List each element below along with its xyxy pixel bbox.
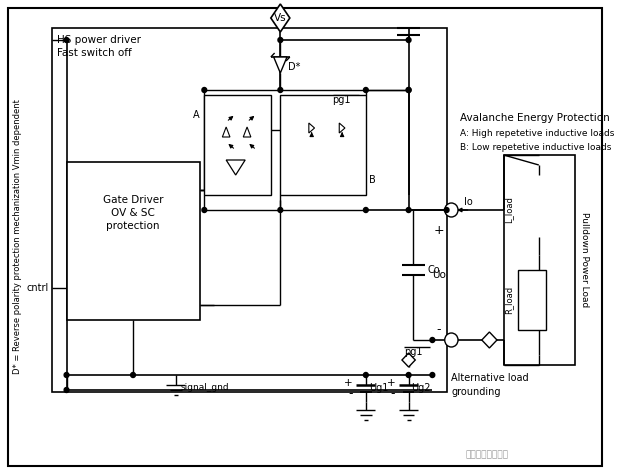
Text: Fast switch off: Fast switch off — [57, 48, 132, 58]
Circle shape — [406, 373, 411, 377]
Text: B: Low repetetive inductive loads: B: Low repetetive inductive loads — [460, 143, 611, 152]
Bar — [67, 162, 200, 320]
Text: D*: D* — [288, 62, 300, 72]
Text: protection: protection — [107, 221, 160, 231]
Bar — [503, 155, 575, 365]
Text: pg1: pg1 — [404, 347, 422, 357]
Bar — [204, 95, 271, 195]
Circle shape — [64, 388, 69, 392]
Circle shape — [131, 373, 135, 377]
Text: +: + — [434, 224, 444, 237]
Text: +: + — [386, 378, 395, 388]
Circle shape — [445, 333, 458, 347]
Text: Gate Driver: Gate Driver — [103, 195, 163, 205]
Circle shape — [406, 88, 411, 92]
Bar — [52, 28, 447, 392]
Text: +: + — [344, 378, 352, 388]
Circle shape — [430, 373, 435, 377]
Text: Co: Co — [428, 265, 440, 275]
Text: Uo: Uo — [432, 270, 446, 280]
Text: -: - — [391, 388, 395, 401]
Text: Vs: Vs — [274, 13, 286, 23]
Text: OV & SC: OV & SC — [111, 208, 155, 218]
Circle shape — [202, 88, 207, 92]
Polygon shape — [482, 332, 497, 348]
Polygon shape — [226, 160, 245, 175]
Circle shape — [430, 337, 435, 343]
Polygon shape — [339, 123, 345, 133]
Text: B: B — [369, 175, 376, 185]
Circle shape — [445, 203, 458, 217]
Circle shape — [202, 208, 207, 212]
Polygon shape — [271, 4, 290, 32]
Text: -: - — [437, 323, 441, 337]
Circle shape — [363, 88, 369, 92]
Text: signal_gnd: signal_gnd — [180, 383, 229, 392]
Polygon shape — [309, 123, 315, 133]
Text: Pulldown Power Load: Pulldown Power Load — [580, 212, 589, 308]
Text: pg1: pg1 — [333, 95, 351, 105]
Text: Alternative load: Alternative load — [451, 373, 529, 383]
Polygon shape — [402, 353, 415, 367]
Text: 汽车电子硬件设计: 汽车电子硬件设计 — [465, 450, 508, 459]
Circle shape — [406, 88, 411, 92]
Polygon shape — [273, 57, 287, 73]
Text: grounding: grounding — [451, 387, 501, 397]
Text: A: A — [193, 110, 200, 120]
Bar — [281, 95, 366, 195]
Circle shape — [64, 37, 69, 43]
Circle shape — [278, 37, 282, 43]
Circle shape — [444, 208, 449, 212]
Circle shape — [64, 373, 69, 377]
Text: HS power driver: HS power driver — [57, 35, 141, 45]
Circle shape — [363, 373, 369, 377]
Polygon shape — [243, 127, 251, 137]
Circle shape — [278, 208, 282, 212]
Text: R_load: R_load — [504, 286, 513, 314]
Circle shape — [406, 37, 411, 43]
Text: -: - — [348, 388, 352, 401]
Circle shape — [278, 88, 282, 92]
Text: Avalanche Energy Protection: Avalanche Energy Protection — [460, 113, 610, 123]
Polygon shape — [222, 127, 230, 137]
Text: cntrl: cntrl — [26, 283, 49, 293]
Bar — [518, 270, 546, 330]
Circle shape — [406, 208, 411, 212]
Circle shape — [363, 208, 369, 212]
Text: Io: Io — [464, 197, 473, 207]
Text: L_load: L_load — [504, 197, 513, 223]
Text: D* = Reverse polarity protection mechanization Vmin dependent: D* = Reverse polarity protection mechani… — [13, 100, 22, 374]
Text: Ug2: Ug2 — [412, 383, 431, 393]
Text: A: High repetetive inductive loads: A: High repetetive inductive loads — [460, 128, 614, 137]
Text: Ug1: Ug1 — [369, 383, 388, 393]
